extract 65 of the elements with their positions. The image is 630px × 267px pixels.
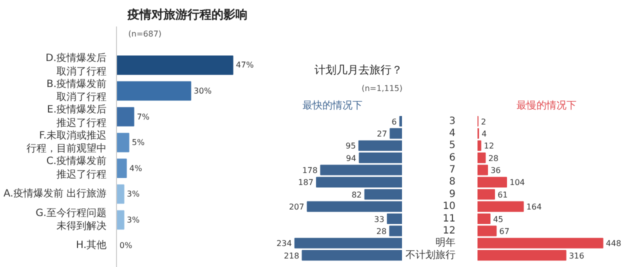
data-label: 30% bbox=[194, 86, 212, 96]
chart-subtitle: (n=687) bbox=[128, 30, 162, 39]
text: 最快的情况下 bbox=[302, 100, 362, 112]
text: 最慢的情况下 bbox=[516, 100, 576, 112]
data-label: 4% bbox=[129, 164, 142, 173]
data-label: 218 bbox=[284, 251, 300, 260]
data-label: 27 bbox=[376, 129, 388, 138]
y-tick-label: H.其他 bbox=[76, 239, 107, 252]
y-tick-label: 11 bbox=[442, 213, 456, 224]
data-label: 7% bbox=[136, 112, 150, 122]
y-tick-label: 7 bbox=[449, 164, 456, 176]
data-label: 178 bbox=[302, 166, 318, 176]
data-label: 164 bbox=[526, 202, 542, 212]
data-label: 28 bbox=[488, 154, 499, 163]
bar bbox=[116, 184, 124, 204]
chart-title: 疫情对旅游行程的影响 bbox=[126, 8, 248, 22]
y-tick-label: 不计划旅行 bbox=[406, 248, 456, 261]
data-label: 4 bbox=[482, 129, 487, 138]
bar bbox=[116, 158, 127, 178]
data-label: 207 bbox=[288, 202, 304, 212]
data-label: 234 bbox=[276, 239, 292, 248]
data-label: 82 bbox=[352, 190, 362, 200]
y-tick-label: 8 bbox=[449, 176, 456, 188]
y-tick-label: E.疫情爆发后推迟了行程 bbox=[47, 104, 107, 129]
data-label: 3% bbox=[126, 190, 140, 199]
y-tick-label: 明年 bbox=[436, 236, 456, 249]
y-tick-label: 12 bbox=[442, 225, 456, 236]
y-tick-label: 5 bbox=[449, 140, 456, 152]
bar bbox=[116, 81, 192, 101]
data-label: 2 bbox=[481, 117, 486, 126]
y-tick-label: 6 bbox=[449, 152, 456, 164]
data-label: 316 bbox=[568, 251, 584, 260]
y-tick-label: 4 bbox=[449, 128, 456, 139]
data-label: 5% bbox=[132, 138, 145, 148]
data-label: 94 bbox=[346, 154, 356, 163]
data-label: 33 bbox=[374, 214, 384, 224]
data-label: 6 bbox=[392, 117, 397, 126]
bar bbox=[116, 107, 134, 126]
y-tick-label: D.疫情爆发后取消了行程 bbox=[46, 52, 107, 78]
y-tick-label: 10 bbox=[442, 201, 456, 212]
data-label: 3% bbox=[126, 215, 140, 224]
data-label: 28 bbox=[376, 226, 387, 236]
y-tick-label: B.疫情爆发前取消了行程 bbox=[46, 78, 107, 104]
bar bbox=[116, 55, 234, 75]
y-tick-label: 9 bbox=[449, 188, 456, 200]
y-tick-label: F.未取消或推迟行程，目前观望中 bbox=[26, 129, 107, 155]
bar bbox=[116, 210, 124, 230]
data-label: 448 bbox=[606, 239, 622, 248]
data-label: 67 bbox=[499, 226, 510, 236]
y-tick-label: A.疫情爆发前 出行旅游 bbox=[3, 188, 107, 200]
bar bbox=[116, 132, 130, 152]
data-label: 45 bbox=[493, 214, 504, 224]
data-label: 12 bbox=[484, 142, 494, 151]
data-label: 0% bbox=[120, 241, 133, 250]
y-tick-label: 3 bbox=[449, 116, 456, 127]
chart-title: 计划几月去旅行？ bbox=[314, 64, 402, 77]
y-tick-label: G.至今行程问题未得到解决 bbox=[36, 206, 107, 232]
data-label: 104 bbox=[510, 178, 525, 188]
data-label: 187 bbox=[298, 178, 314, 188]
chart-subtitle: (n=1,115) bbox=[362, 84, 403, 93]
data-label: 36 bbox=[490, 166, 501, 176]
data-label: 95 bbox=[346, 142, 356, 151]
y-tick-label: C.疫情爆发前推迟了行程 bbox=[46, 155, 107, 180]
data-label: 47% bbox=[236, 60, 254, 70]
data-label: 61 bbox=[498, 190, 508, 200]
